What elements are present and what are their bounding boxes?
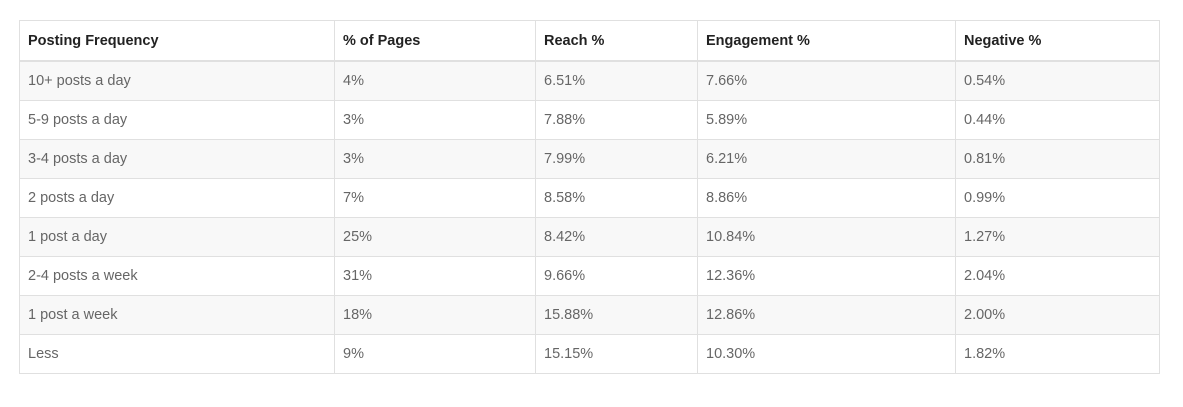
table-cell: 8.42%: [535, 217, 698, 257]
table-cell: 25%: [334, 217, 536, 257]
table-cell: 3%: [334, 100, 536, 140]
table-cell: 15.88%: [535, 295, 698, 335]
table-cell: 2.04%: [955, 256, 1160, 296]
table-cell: 1 post a day: [19, 217, 335, 257]
table-cell: 5-9 posts a day: [19, 100, 335, 140]
table-cell: 8.58%: [535, 178, 698, 218]
data-table: Posting Frequency% of Pages Reach % Engage…: [19, 20, 1160, 374]
table-cell: 1.27%: [955, 217, 1160, 257]
table-cell: Less: [19, 334, 335, 374]
column-header: Engagement %: [697, 20, 956, 62]
table-cell: 9%: [334, 334, 536, 374]
table-cell: 7.66%: [697, 60, 956, 101]
table-cell: 15.15%: [535, 334, 698, 374]
table-cell: 5.89%: [697, 100, 956, 140]
table-cell: 18%: [334, 295, 536, 335]
table-cell: 0.99%: [955, 178, 1160, 218]
table-cell: 10.30%: [697, 334, 956, 374]
table-row: 10+ posts a day 4% 6.51% 7.66% 0.54%: [19, 60, 1160, 101]
table-cell: 12.86%: [697, 295, 956, 335]
column-header: Negative %: [955, 20, 1160, 62]
table-cell: 2-4 posts a week: [19, 256, 335, 296]
table-cell: 0.44%: [955, 100, 1160, 140]
table-row: Less 9% 15.15% 10.30% 1.82%: [19, 334, 1160, 374]
table-cell: 6.21%: [697, 139, 956, 179]
table-cell: 31%: [334, 256, 536, 296]
table-cell: 1.82%: [955, 334, 1160, 374]
table-cell: 0.54%: [955, 60, 1160, 101]
table-row: 1 post a week 18% 15.88% 12.86% 2.00%: [19, 295, 1160, 335]
table-cell: 4%: [334, 60, 536, 101]
table-cell: 10+ posts a day: [19, 60, 335, 101]
table-cell: 3%: [334, 139, 536, 179]
header-row: Posting Frequency% of Pages Reach % Engage…: [19, 20, 1160, 62]
column-header: Posting Frequency: [19, 20, 335, 62]
table-cell: 10.84%: [697, 217, 956, 257]
table-row: 2 posts a day 7% 8.58% 8.86% 0.99%: [19, 178, 1160, 218]
column-header: % of Pages: [334, 20, 536, 62]
table-body: 10+ posts a day 4% 6.51% 7.66% 0.54% 5-9 post…: [19, 60, 1160, 374]
table-cell: 3-4 posts a day: [19, 139, 335, 179]
table-cell: 2.00%: [955, 295, 1160, 335]
table-cell: 0.81%: [955, 139, 1160, 179]
table-cell: 9.66%: [535, 256, 698, 296]
table-cell: 6.51%: [535, 60, 698, 101]
table-cell: 2 posts a day: [19, 178, 335, 218]
table-cell: 1 post a week: [19, 295, 335, 335]
table-cell: 7%: [334, 178, 536, 218]
table-row: 1 post a day 25% 8.42% 10.84% 1.27%: [19, 217, 1160, 257]
table-cell: 8.86%: [697, 178, 956, 218]
table-cell: 7.99%: [535, 139, 698, 179]
column-header: Reach %: [535, 20, 698, 62]
table-row: 3-4 posts a day 3% 7.99% 6.21% 0.81%: [19, 139, 1160, 179]
table-cell: 7.88%: [535, 100, 698, 140]
table-head: Posting Frequency% of Pages Reach % Engage…: [19, 20, 1160, 62]
table-row: 5-9 posts a day 3% 7.88% 5.89% 0.44%: [19, 100, 1160, 140]
table-cell: 12.36%: [697, 256, 956, 296]
table-row: 2-4 posts a week 31% 9.66% 12.36% 2.04%: [19, 256, 1160, 296]
